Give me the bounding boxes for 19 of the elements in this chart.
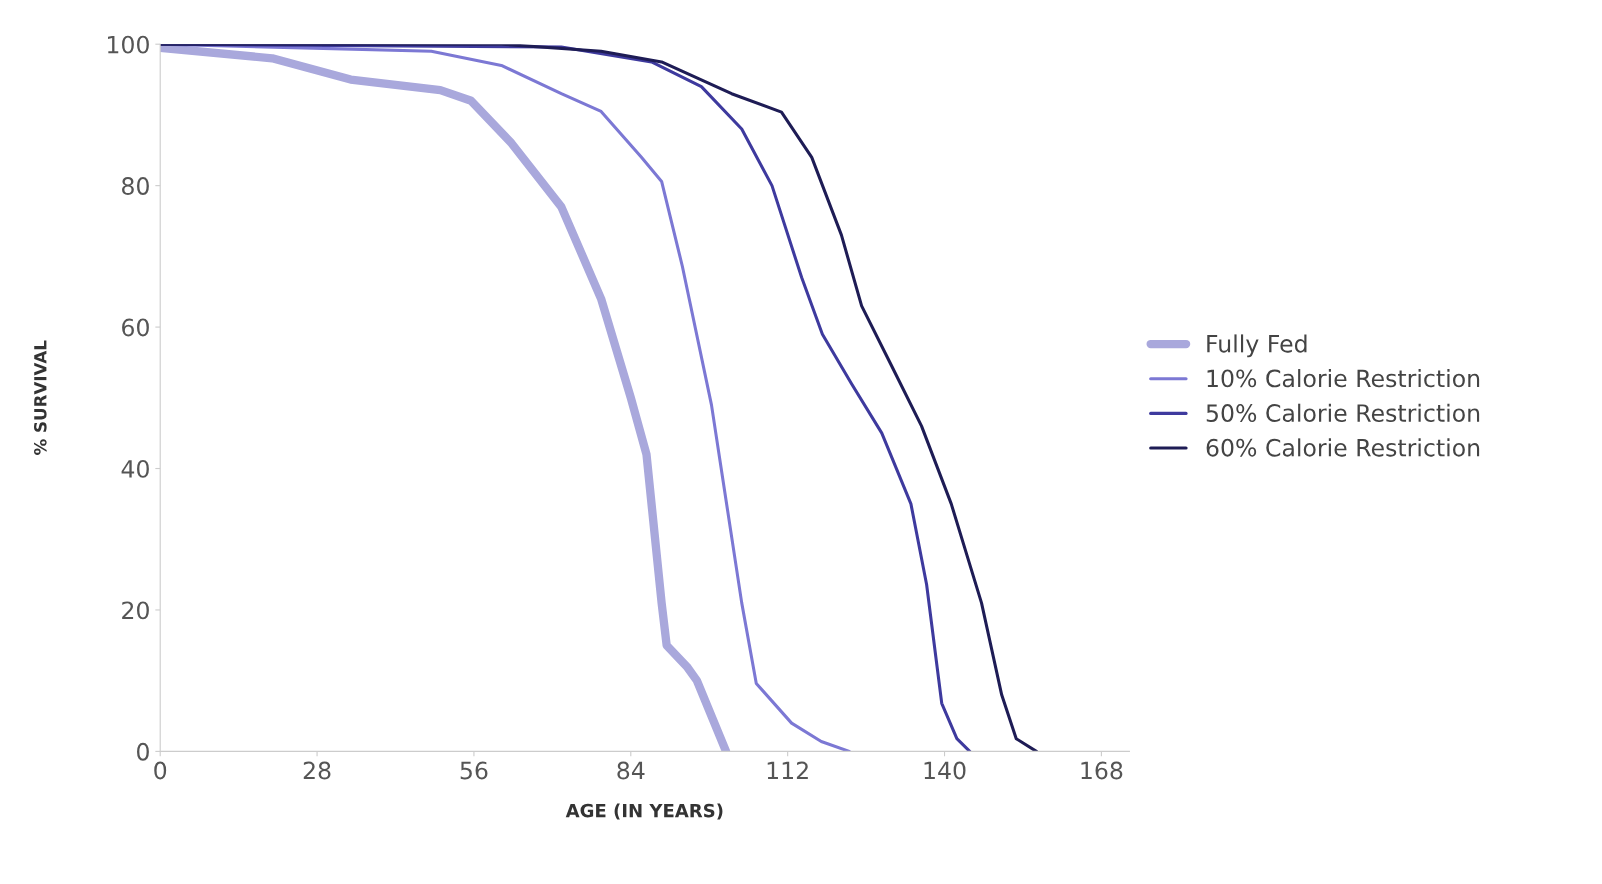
y-tick-label: 20 — [122, 601, 149, 620]
y-tick-label: 100 — [108, 35, 149, 54]
x-tick-label: 56 — [460, 761, 488, 780]
y-tick-label: 40 — [121, 459, 149, 478]
x-tick-label: 112 — [767, 761, 808, 780]
y-tick-label: 80 — [122, 177, 149, 195]
y-tick-label: 0 — [137, 742, 149, 761]
x-tick-label: 140 — [924, 761, 966, 780]
x-tick-label: 168 — [1081, 761, 1123, 780]
legend-label: 10% Calorie Restriction — [1207, 369, 1480, 388]
legend-label: 60% Calorie Restriction — [1206, 438, 1480, 457]
legend-label: 50% Calorie Restriction — [1206, 403, 1480, 422]
x-axis-title: AGE (IN YEARS) — [565, 803, 723, 820]
y-tick-label: 60 — [122, 318, 149, 337]
x-tick-label: 0 — [154, 761, 167, 780]
x-tick-label: 84 — [617, 761, 645, 780]
y-axis-title: % SURVIVAL — [34, 340, 47, 455]
x-tick-label: 28 — [303, 761, 331, 780]
legend-label: Fully Fed — [1207, 334, 1307, 358]
